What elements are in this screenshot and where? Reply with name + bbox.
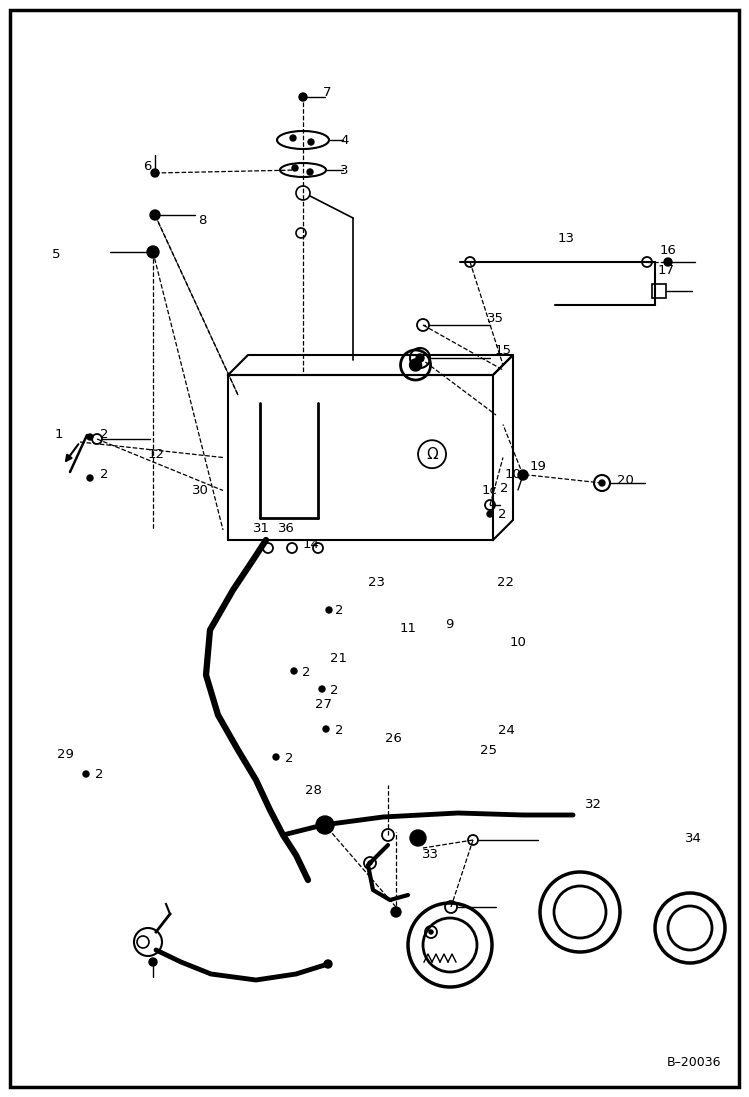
Circle shape [664, 258, 672, 265]
Text: 7: 7 [323, 86, 332, 99]
Text: 21: 21 [330, 652, 347, 665]
Text: 2: 2 [498, 509, 506, 521]
Text: 2: 2 [100, 468, 109, 482]
Text: 36: 36 [278, 521, 295, 534]
Circle shape [87, 475, 93, 480]
Circle shape [149, 958, 157, 966]
Text: B–20036: B–20036 [667, 1056, 721, 1068]
Text: 12: 12 [148, 449, 165, 462]
Text: 9: 9 [445, 619, 453, 632]
Text: 24: 24 [498, 724, 515, 736]
Text: 2: 2 [100, 429, 109, 441]
Text: Ω: Ω [426, 446, 438, 462]
Circle shape [368, 861, 372, 866]
Text: 29: 29 [57, 748, 74, 761]
Circle shape [416, 354, 424, 362]
Circle shape [307, 169, 313, 176]
Text: 5: 5 [52, 249, 61, 261]
Text: 3: 3 [340, 163, 348, 177]
Text: 32: 32 [585, 799, 602, 812]
Circle shape [487, 511, 493, 517]
Text: 30: 30 [192, 484, 209, 497]
Circle shape [299, 93, 307, 101]
Text: 1: 1 [55, 429, 64, 441]
Text: 33: 33 [422, 848, 439, 861]
Text: 23: 23 [368, 577, 385, 589]
Text: 2: 2 [335, 724, 344, 736]
Circle shape [429, 930, 433, 934]
Text: 20: 20 [617, 474, 634, 486]
Circle shape [599, 480, 605, 486]
Text: 22: 22 [497, 577, 514, 589]
Text: 25: 25 [480, 744, 497, 757]
Text: 2: 2 [285, 751, 294, 765]
Circle shape [292, 165, 298, 171]
Text: 2: 2 [302, 666, 311, 679]
Circle shape [151, 169, 159, 177]
Text: 14: 14 [303, 539, 320, 552]
Text: 2: 2 [500, 482, 509, 495]
Circle shape [326, 607, 332, 613]
Text: 26: 26 [385, 732, 402, 745]
Text: 17: 17 [658, 263, 675, 276]
Bar [652, 284, 666, 298]
Text: 2: 2 [330, 683, 339, 697]
Circle shape [518, 470, 528, 480]
Circle shape [150, 210, 160, 220]
Circle shape [308, 139, 314, 145]
Text: 19: 19 [530, 461, 547, 474]
Text: 8: 8 [198, 214, 207, 226]
Circle shape [324, 960, 332, 968]
Text: 10: 10 [510, 635, 527, 648]
Circle shape [147, 246, 159, 258]
Circle shape [323, 726, 329, 732]
Text: 31: 31 [253, 521, 270, 534]
Text: 13: 13 [558, 231, 575, 245]
Bar [228, 375, 493, 540]
Circle shape [290, 135, 296, 142]
Text: 35: 35 [487, 312, 504, 325]
Circle shape [83, 771, 89, 777]
Circle shape [319, 686, 325, 692]
Text: 11: 11 [400, 622, 417, 634]
Text: 4: 4 [340, 134, 348, 147]
Text: 16: 16 [660, 244, 677, 257]
Circle shape [273, 754, 279, 760]
Text: 10: 10 [505, 468, 522, 482]
Circle shape [410, 359, 422, 371]
Text: 15: 15 [495, 343, 512, 357]
Text: 2: 2 [95, 769, 103, 781]
Text: 2: 2 [335, 603, 344, 617]
Circle shape [291, 668, 297, 674]
Text: 34: 34 [685, 832, 702, 845]
Circle shape [316, 816, 334, 834]
Text: 6: 6 [143, 160, 151, 173]
Circle shape [391, 907, 401, 917]
Text: 28: 28 [305, 783, 322, 796]
Text: 1c: 1c [482, 484, 498, 497]
Circle shape [87, 434, 93, 440]
Circle shape [410, 830, 426, 846]
Text: 27: 27 [315, 699, 332, 712]
